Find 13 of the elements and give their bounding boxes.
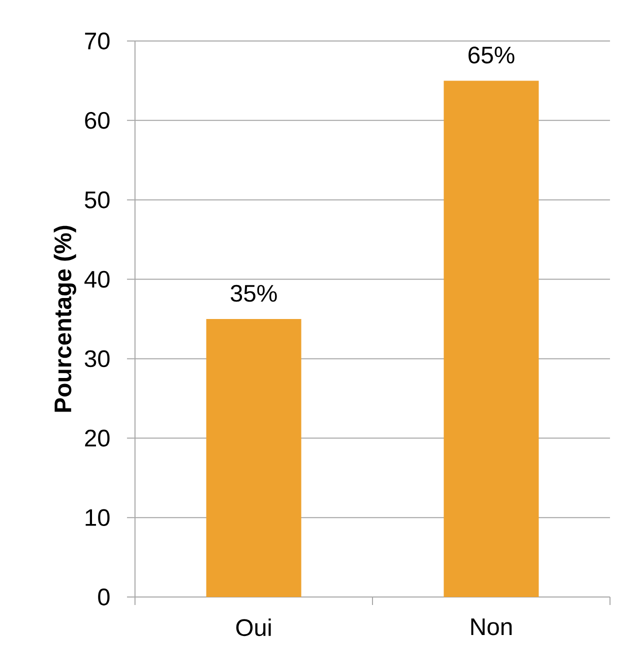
data-label: 65% xyxy=(468,46,514,64)
y-tick-label: 40 xyxy=(84,270,110,288)
y-tick-label: 0 xyxy=(98,588,110,606)
data-label: 35% xyxy=(230,284,277,302)
y-tick-label: 10 xyxy=(86,509,110,526)
x-tick-label: Non xyxy=(471,618,512,636)
y-tick-label: 20 xyxy=(85,430,110,447)
y-tick-label: 30 xyxy=(84,350,110,368)
y-tick-label: 70 xyxy=(85,32,110,50)
y-tick-label: 60 xyxy=(85,112,110,129)
y-axis-title: Pourcentage (%) xyxy=(54,226,76,412)
x-tick-label: Oui xyxy=(236,618,271,636)
y-tick-label: 50 xyxy=(84,191,110,208)
